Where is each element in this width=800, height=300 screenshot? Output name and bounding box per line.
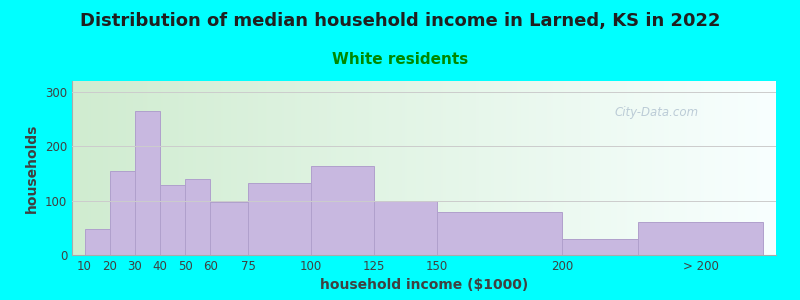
Bar bbox=[135, 111, 160, 255]
Bar bbox=[437, 212, 562, 255]
Bar bbox=[160, 185, 185, 255]
Bar bbox=[374, 201, 437, 255]
Text: City-Data.com: City-Data.com bbox=[614, 106, 698, 119]
Bar bbox=[110, 171, 135, 255]
Bar bbox=[311, 167, 374, 255]
Bar bbox=[85, 230, 110, 255]
Bar bbox=[562, 239, 638, 255]
X-axis label: household income ($1000): household income ($1000) bbox=[320, 278, 528, 292]
Bar bbox=[248, 183, 311, 255]
Bar bbox=[185, 179, 210, 255]
Text: White residents: White residents bbox=[332, 52, 468, 68]
Text: Distribution of median household income in Larned, KS in 2022: Distribution of median household income … bbox=[80, 12, 720, 30]
Bar bbox=[638, 222, 763, 255]
Y-axis label: households: households bbox=[26, 123, 39, 213]
Bar bbox=[210, 202, 248, 255]
